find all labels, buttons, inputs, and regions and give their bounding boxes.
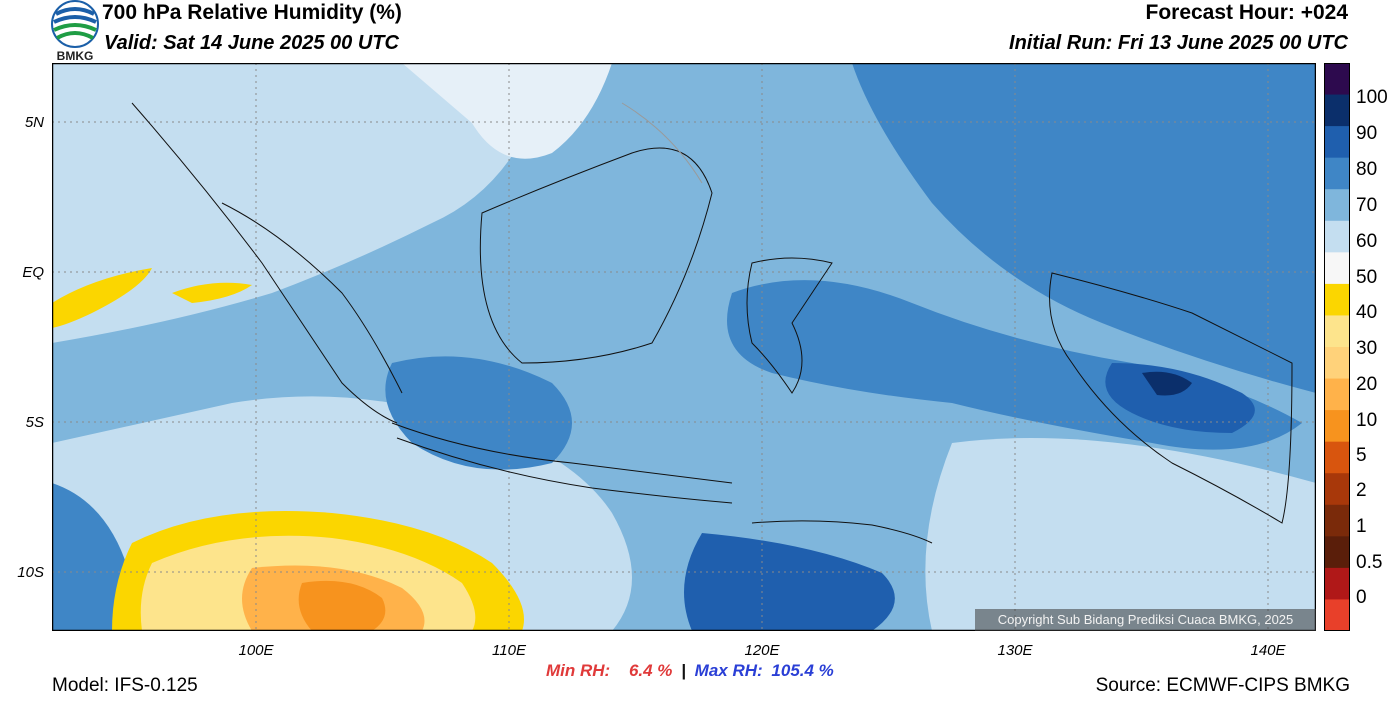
colorbar bbox=[1324, 63, 1350, 631]
colorbar-cell bbox=[1324, 189, 1350, 222]
colorbar-cell bbox=[1324, 94, 1350, 127]
colorbar-cell bbox=[1324, 252, 1350, 285]
rh-zone-dry-north bbox=[402, 63, 612, 159]
map-title: 700 hPa Relative Humidity (%) bbox=[102, 1, 402, 24]
colorbar-label-1: 1 bbox=[1356, 516, 1367, 537]
colorbar-label-70: 70 bbox=[1356, 195, 1378, 216]
colorbar-cell bbox=[1324, 347, 1350, 380]
x-tick-110e: 110E bbox=[492, 642, 526, 659]
colorbar-label-0-5: 0.5 bbox=[1356, 552, 1383, 573]
colorbar-label-50: 50 bbox=[1356, 267, 1378, 288]
coast-sumatra-west bbox=[131, 102, 398, 424]
rh-zone-dry-equator-west bbox=[52, 268, 152, 328]
rh-zone-dry-equator-east bbox=[172, 282, 252, 303]
colorbar-cell bbox=[1324, 504, 1350, 537]
colorbar-cell bbox=[1324, 220, 1350, 253]
rh-zone-moist-northeast bbox=[852, 63, 1316, 393]
colorbar-cell bbox=[1324, 599, 1350, 631]
graticule bbox=[52, 63, 1316, 631]
x-tick-130e: 130E bbox=[997, 642, 1033, 659]
colorbar-label-0: 0 bbox=[1356, 587, 1367, 608]
coast-sulawesi bbox=[746, 257, 833, 394]
coast-philippines bbox=[621, 102, 703, 184]
colorbar-cell bbox=[1324, 63, 1350, 96]
colorbar-cell bbox=[1324, 567, 1350, 601]
bmkg-logo-icon: BMKG bbox=[51, 0, 99, 62]
forecast-hour: Forecast Hour: +024 bbox=[1145, 1, 1349, 24]
colorbar-label-5: 5 bbox=[1356, 445, 1367, 466]
colorbar-label-2: 2 bbox=[1356, 480, 1367, 501]
max-rh-label: Max RH: bbox=[694, 661, 763, 680]
copyright-notice: Copyright Sub Bidang Prediksi Cuaca BMKG… bbox=[975, 609, 1316, 631]
min-rh-label: Min RH: bbox=[546, 661, 611, 680]
x-tick-140e: 140E bbox=[1250, 642, 1286, 659]
max-rh-value: 105.4 % bbox=[771, 661, 834, 680]
model-name: Model: IFS-0.125 bbox=[52, 675, 198, 696]
colorbar-label-30: 30 bbox=[1356, 338, 1378, 359]
colorbar-label-100: 100 bbox=[1356, 87, 1388, 108]
map-frame bbox=[52, 63, 1316, 631]
colorbar-label-10: 10 bbox=[1356, 410, 1378, 431]
rh-zone-moist-southwest bbox=[52, 483, 132, 631]
coast-java-north bbox=[391, 422, 733, 484]
rh-zone-low-west bbox=[52, 63, 552, 343]
rh-stats: Min RH: 6.4 % | Max RH: 105.4 % bbox=[546, 661, 834, 681]
coast-java-south bbox=[396, 437, 733, 504]
rh-zone-moist-timor bbox=[684, 533, 895, 631]
colorbar-label-90: 90 bbox=[1356, 123, 1378, 144]
data-source: Source: ECMWF-CIPS BMKG bbox=[1095, 675, 1350, 696]
valid-time: Valid: Sat 14 June 2025 00 UTC bbox=[104, 32, 399, 54]
colorbar-cell bbox=[1324, 536, 1350, 569]
rh-zone-very-moist bbox=[1105, 363, 1255, 433]
colorbar-cell bbox=[1324, 157, 1350, 190]
rh-zone-dry-5 bbox=[298, 580, 386, 631]
colorbar-cell bbox=[1324, 441, 1350, 474]
x-tick-120e: 120E bbox=[744, 642, 780, 659]
colorbar-cell bbox=[1324, 315, 1350, 348]
coast-sumatra-east bbox=[221, 202, 403, 394]
coastlines bbox=[131, 102, 1293, 544]
x-tick-100e: 100E bbox=[238, 642, 274, 659]
rh-zone-low-southeast bbox=[925, 438, 1316, 631]
rh-zone-moist-borneo-south bbox=[385, 356, 572, 470]
logo-text: BMKG bbox=[57, 49, 94, 62]
y-tick-5n: 5N bbox=[24, 114, 44, 131]
humidity-map bbox=[52, 63, 1316, 631]
colorbar-cell bbox=[1324, 283, 1350, 317]
min-rh-value: 6.4 % bbox=[628, 661, 673, 680]
colorbar-label-20: 20 bbox=[1356, 374, 1378, 395]
initial-run: Initial Run: Fri 13 June 2025 00 UTC bbox=[1009, 32, 1348, 54]
coast-borneo bbox=[479, 147, 713, 364]
y-tick-eq: EQ bbox=[22, 264, 44, 281]
colorbar-label-60: 60 bbox=[1356, 231, 1378, 252]
y-tick-10s: 10S bbox=[17, 564, 44, 581]
colorbar-cell bbox=[1324, 378, 1350, 411]
colorbar-cell bbox=[1324, 473, 1350, 506]
coast-nusa-tenggara bbox=[751, 520, 933, 544]
colorbar-cell bbox=[1324, 126, 1350, 159]
colorbar-label-80: 80 bbox=[1356, 159, 1378, 180]
stats-separator: | bbox=[681, 661, 686, 680]
rh-zone-saturated bbox=[1142, 371, 1192, 396]
coast-papua bbox=[1049, 272, 1293, 524]
y-tick-5s: 5S bbox=[25, 414, 44, 431]
colorbar-label-40: 40 bbox=[1356, 302, 1378, 323]
colorbar-cell bbox=[1324, 410, 1350, 443]
